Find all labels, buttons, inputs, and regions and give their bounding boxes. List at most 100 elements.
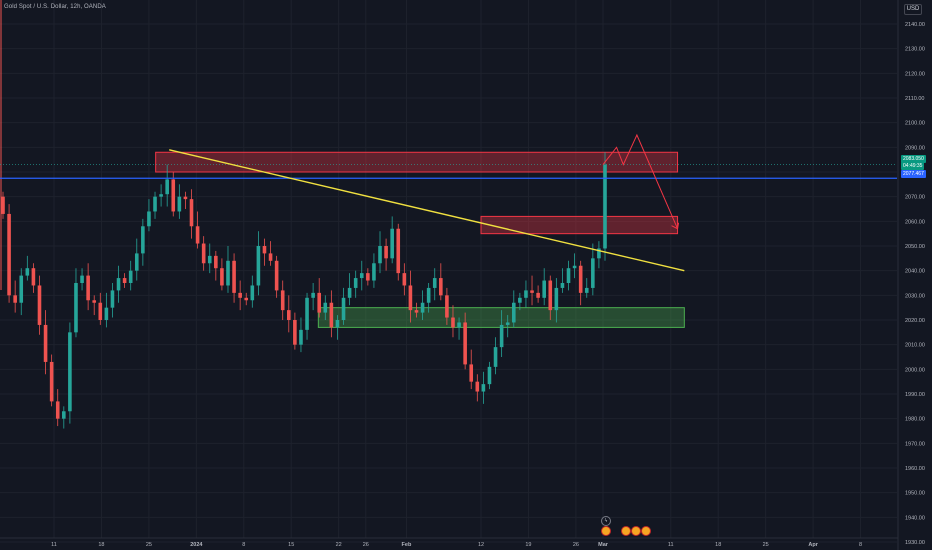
candle-body [384, 246, 388, 259]
candle-body [408, 285, 413, 311]
y-tick-label: 2020.00 [905, 318, 925, 324]
projection-path [602, 133, 679, 229]
earnings-event-icon[interactable] [621, 526, 631, 536]
candle-body [353, 278, 358, 288]
candle-body [232, 260, 236, 293]
candle-body [80, 275, 84, 283]
candle-body [268, 253, 273, 261]
candle-body [451, 317, 455, 328]
candle-body [572, 265, 577, 269]
candle-body [86, 275, 90, 301]
candle-body [55, 401, 60, 419]
y-tick-label: 1980.00 [905, 417, 925, 423]
candle-body [7, 213, 11, 296]
x-tick-label: 15 [288, 542, 294, 548]
candle-body [578, 265, 583, 293]
x-tick-label: 25 [763, 542, 769, 548]
candle-body [293, 320, 297, 345]
earnings-event-icon[interactable] [601, 526, 611, 536]
candle-body [481, 384, 486, 392]
candle-body [280, 290, 285, 311]
candle-body [43, 324, 48, 362]
line-price-label: 2077.467 [901, 170, 926, 178]
candle-body [420, 302, 425, 313]
candle-body [359, 273, 364, 279]
candle-body [530, 290, 534, 293]
candle-body [402, 273, 407, 286]
x-tick-label: 18 [98, 542, 104, 548]
candle-body [110, 290, 115, 308]
x-tick-label: 26 [363, 542, 369, 548]
candle-body [299, 329, 303, 345]
candle-body [177, 196, 182, 212]
candle-body [524, 290, 528, 298]
candle-body [347, 287, 352, 298]
y-tick-label: 2040.00 [905, 269, 925, 275]
candle-body [189, 199, 194, 227]
candle-body [195, 226, 200, 244]
x-tick-label: 8 [242, 542, 245, 548]
y-tick-label: 2130.00 [905, 47, 925, 53]
candle-body [487, 366, 492, 385]
candle-body [104, 307, 109, 320]
y-tick-label: 2070.00 [905, 195, 925, 201]
candle-body [165, 179, 169, 195]
candle-body [566, 268, 571, 283]
y-tick-label: 2140.00 [905, 22, 925, 28]
candle-body [226, 260, 230, 286]
candle-body [68, 332, 72, 412]
earnings-event-icon[interactable] [641, 526, 651, 536]
candle-body [591, 258, 595, 288]
x-tick-label: 22 [336, 542, 342, 548]
lightning-event-icon[interactable]: ϟ [601, 516, 611, 526]
candle-body [597, 248, 601, 259]
candle-body [414, 310, 419, 313]
resistance-zone [480, 215, 679, 235]
x-tick-label: 25 [146, 542, 152, 548]
y-tick-label: 2090.00 [905, 145, 925, 151]
x-tick-label: 8 [859, 542, 862, 548]
candle-body [542, 280, 546, 298]
candle-body [390, 228, 394, 259]
y-tick-label: 2120.00 [905, 71, 925, 77]
x-tick-label: 2024 [190, 542, 203, 548]
resistance-zone [155, 151, 679, 173]
candle-body [366, 273, 370, 281]
candle-body [147, 211, 151, 227]
candle-body [134, 253, 139, 271]
candle-body [62, 411, 66, 419]
candle-body [274, 260, 279, 291]
candle-body [323, 302, 328, 313]
candle-body [220, 268, 224, 286]
candle-body [378, 246, 382, 264]
y-tick-label: 1970.00 [905, 441, 925, 447]
x-tick-label: 18 [715, 542, 721, 548]
candle-body [25, 268, 30, 276]
candle-body [183, 196, 188, 200]
candle-body [1, 196, 5, 214]
candle-body [19, 275, 24, 303]
y-tick-label: 2050.00 [905, 244, 925, 250]
candle-body [372, 263, 376, 281]
candle-body [536, 292, 540, 298]
x-tick-label: 19 [525, 542, 531, 548]
candle-body [426, 287, 431, 303]
candle-body [548, 280, 553, 311]
y-tick-label: 1950.00 [905, 491, 925, 497]
candle-body [250, 285, 255, 301]
y-tick-label: 2110.00 [905, 96, 924, 102]
candle-body [31, 268, 36, 286]
candle-body [238, 292, 242, 298]
candle-body [511, 302, 516, 323]
countdown-label: 04:49:35 [901, 162, 925, 170]
earnings-event-icon[interactable] [631, 526, 641, 536]
x-tick-label: 11 [51, 542, 57, 548]
candle-body [463, 322, 467, 365]
symbol-title[interactable]: Gold Spot / U.S. Dollar, 12h, OANDA [4, 4, 106, 10]
candle-body [603, 164, 607, 249]
candle-body [286, 310, 291, 320]
candle-body [475, 381, 480, 392]
candle-body [335, 320, 340, 328]
currency-button[interactable]: USD [904, 4, 922, 15]
